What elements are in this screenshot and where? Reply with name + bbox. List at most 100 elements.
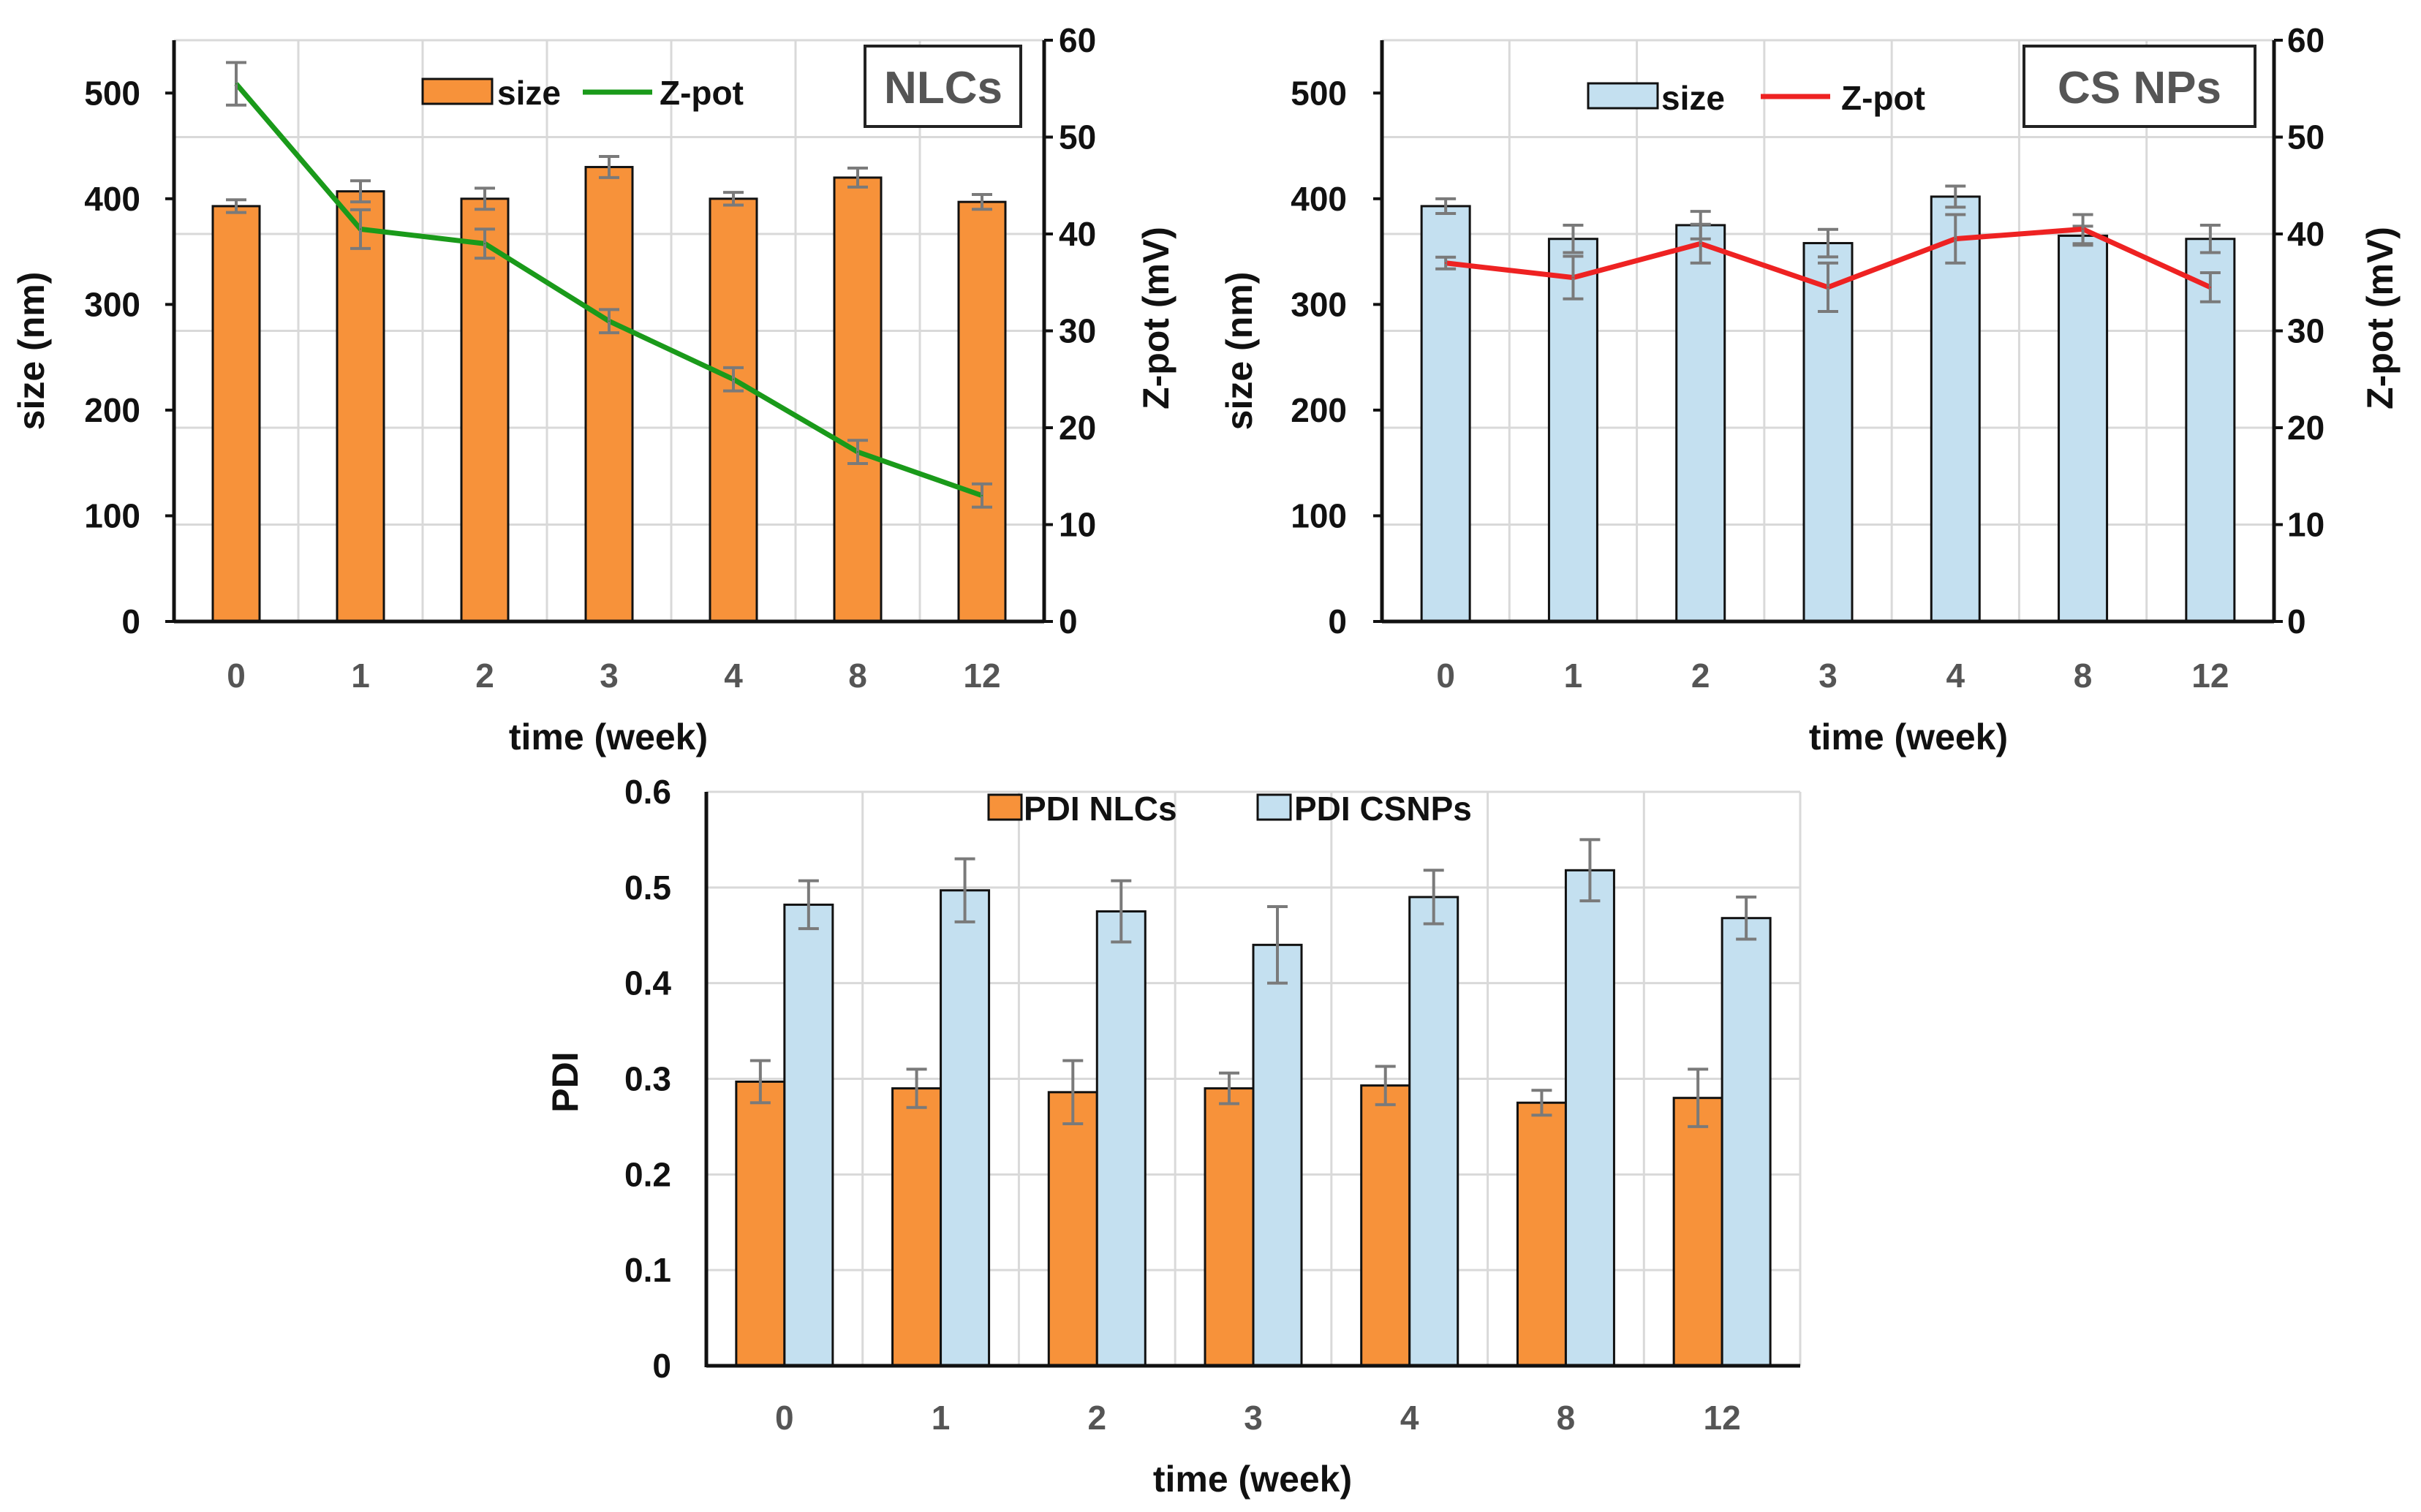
cs-size-errorbar-0 [1435,197,1457,216]
nlc-zpot-point-4 [733,378,734,380]
cs-ylabel: size (nm) [1219,272,1260,431]
pdi-errorbar-cs-0 [798,879,819,931]
pdi-errorbar-cs-2 [1111,879,1132,944]
cs-zpot-point-12 [2209,286,2211,288]
pdi-xlabel: time (week) [1153,1459,1352,1500]
pdi-errorbar-nlc-12 [1688,1067,1709,1128]
nlc-xlabel: time (week) [509,717,708,757]
pdi-errorbar-nlc-2 [1062,1059,1084,1125]
pdi-tick-labels: 00.10.20.30.40.50.60 1 2 3 4 8 12 [624,773,1741,1437]
cs-zpot-point-8 [2082,228,2084,230]
pdi-errorbar-nlc-4 [1375,1065,1396,1106]
pdi-bar-cs-12 [1721,917,1772,1367]
pdi-bar-nlc-3 [1204,1087,1255,1367]
nlc-y2tick-30: 30 [1059,312,1096,350]
cs-size-bar-1 [1547,238,1598,623]
nlc-ytick-200: 200 [84,391,140,429]
nlc-size-bar-4 [709,197,758,623]
nlc-size-errorbar-1 [350,179,371,204]
nlc-size-bar-12 [957,200,1007,623]
cs-xtick-2: 2 [1691,657,1710,695]
nlc-size-bar-0 [211,205,261,623]
cs-zpot-point-2 [1699,243,1702,245]
cs-ytick-400: 400 [1291,180,1347,218]
pdi-ytick-0.3: 0.3 [624,1060,671,1098]
pdi-ylabel: PDI [545,1051,586,1112]
pdi-errorbar-nlc-1 [906,1067,927,1109]
cs-size-bar-8 [2058,234,2109,623]
pdi-bar-nlc-4 [1360,1084,1411,1367]
cs-zpot-point-1 [1572,276,1574,279]
nlc-size-errorbar-0 [226,198,246,214]
pdi-xtick-2: 2 [1087,1399,1106,1437]
nlc-xtick-2: 2 [475,657,494,695]
pdi-errorbar-cs-1 [954,857,975,923]
cs-xtick-3: 3 [1818,657,1838,695]
cs-size-errorbar-12 [2199,223,2221,254]
nlc-box [864,45,1022,128]
pdi-bar-nlc-2 [1047,1091,1098,1367]
pdi-chart: 00.10.20.30.40.50.60 1 2 3 4 8 12 time (week) … [545,773,1802,1500]
nlc-size-errorbar-4 [723,191,744,207]
cs-box-label: CS NPs [2058,63,2221,113]
cs-size-bar-4 [1930,195,1981,623]
nlc-size-errorbar-12 [972,193,992,211]
cs-y2tick-60: 60 [2287,21,2324,59]
pdi-errorbar-nlc-0 [749,1059,771,1105]
cs-axes [1373,39,2283,624]
nlc-zpot-point-8 [857,451,858,453]
nlc-zpot-point-12 [981,494,983,496]
nlc-size-bar-8 [833,176,883,623]
nlc-size-errorbar-8 [847,166,868,189]
cs-ytick-0: 0 [1328,602,1347,640]
pdi-legend-nlc-label: PDI NLCs [1024,790,1177,828]
pdi-ytick-0.1: 0.1 [624,1251,671,1289]
cs-ytick-200: 200 [1291,391,1347,429]
nlc-zpot-point-1 [360,228,361,230]
nlc-axes [165,39,1053,624]
cs-size-errorbar-3 [1818,227,1838,259]
cs-zpot-point-4 [1954,238,1957,240]
nlc-ytick-400: 400 [84,180,140,218]
pdi-bars [735,838,1772,1367]
pdi-xtick-8: 8 [1557,1399,1576,1437]
pdi-ytick-0.2: 0.2 [624,1155,671,1193]
nlc-xtick-12: 12 [963,657,1000,695]
pdi-bar-cs-8 [1564,869,1615,1367]
cs-legend-zpot-label: Z-pot [1841,79,1925,117]
nlc-ytick-500: 500 [84,74,140,112]
pdi-legend-cs-swatch [1256,793,1292,821]
cs-ytick-100: 100 [1291,496,1347,534]
cs-ytick-500: 500 [1291,74,1347,112]
nlc-size-errorbar-2 [475,186,495,211]
cs-size-errorbar-1 [1563,223,1584,254]
nlc-y2tick-50: 50 [1059,118,1096,156]
cs-y2tick-50: 50 [2287,118,2324,156]
pdi-axes [704,792,1800,1368]
cs-size-bar-0 [1420,205,1471,623]
nlc-zpot-point-2 [484,243,486,245]
cs-xtick-1: 1 [1564,657,1583,695]
pdi-xtick-1: 1 [932,1399,951,1437]
nlc-xtick-1: 1 [351,657,370,695]
nlc-size-bars [211,155,1007,623]
nlc-xtick-0: 0 [227,657,246,695]
cs-legend-size-swatch [1587,82,1659,110]
nlc-legend-size-swatch [421,78,494,105]
pdi-xtick-0: 0 [775,1399,794,1437]
pdi-errorbar-cs-12 [1736,895,1757,941]
nlc-zpot-point-3 [608,320,610,322]
cs-y2tick-10: 10 [2287,506,2324,544]
cs-y2label: Z-pot (mV) [2360,227,2401,409]
nlc-size-bar-2 [460,197,510,623]
pdi-legend-cs-label: PDI CSNPs [1294,790,1472,828]
cs-size-errorbar-4 [1945,184,1966,209]
pdi-errorbar-cs-3 [1267,905,1288,985]
nlc-zpot-point-0 [235,83,237,85]
nlc-ytick-100: 100 [84,496,140,534]
